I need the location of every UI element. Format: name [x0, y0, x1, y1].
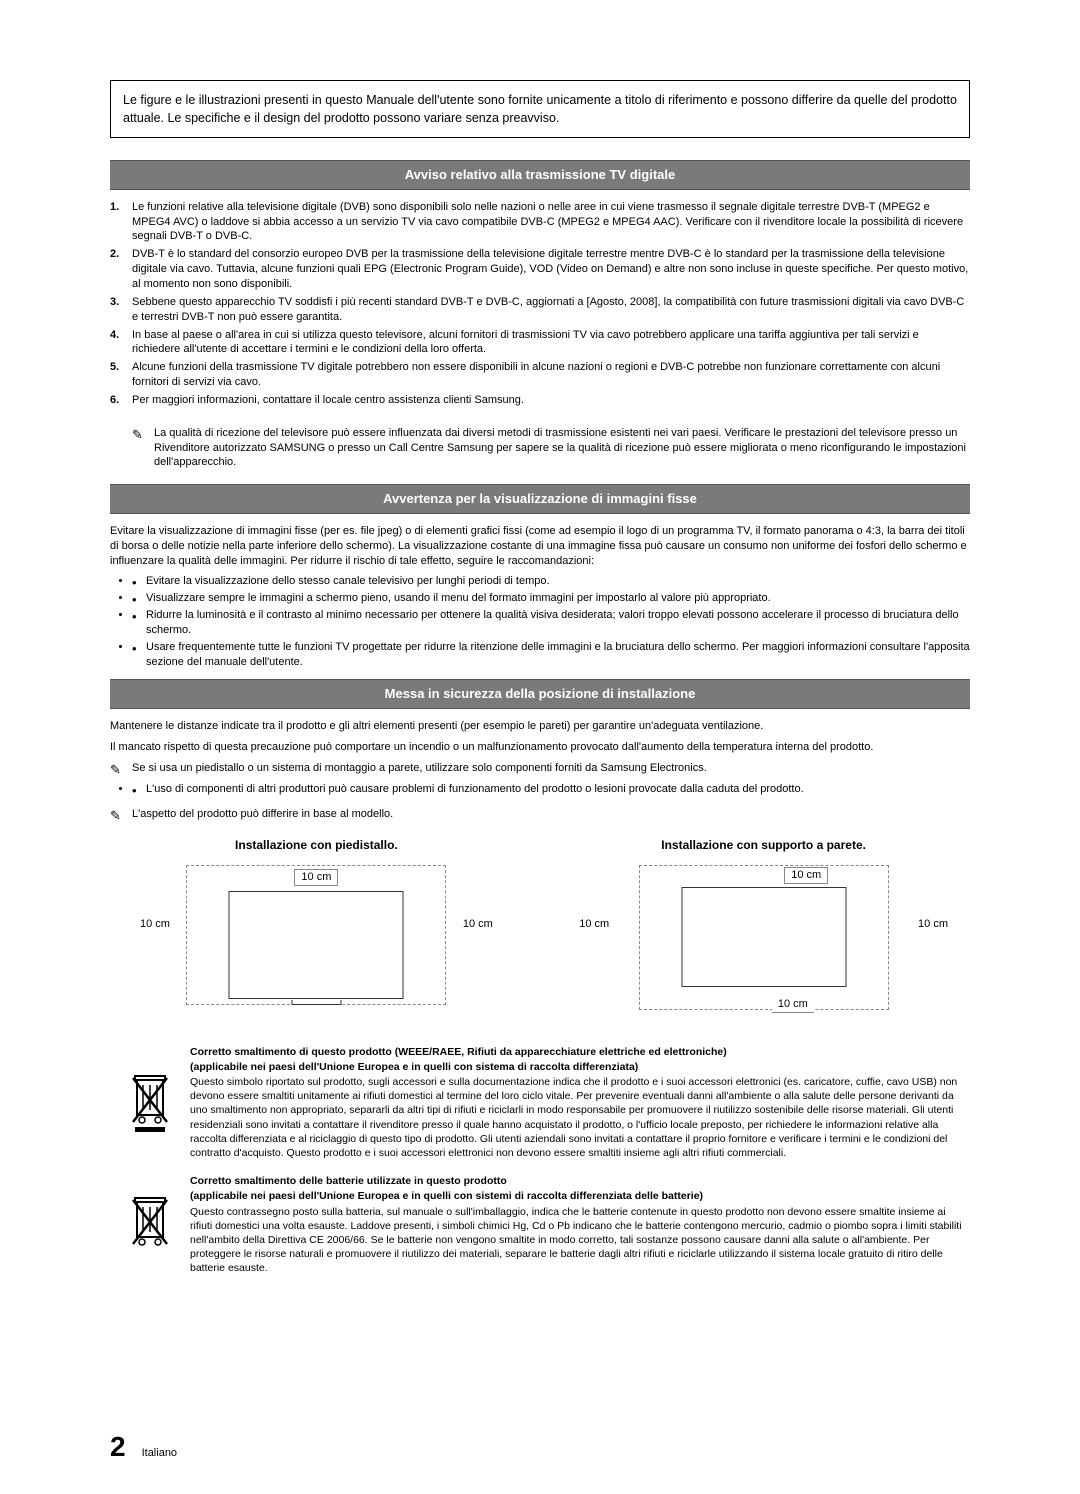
section2-header: Avvertenza per la visualizzazione di imm…	[110, 484, 970, 514]
install-stand-title: Installazione con piedistallo.	[110, 837, 523, 853]
tv-body	[229, 891, 404, 999]
item-num: 6.	[110, 393, 132, 408]
list-item: 2.DVB-T è lo standard del consorzio euro…	[110, 247, 970, 292]
item-text: Alcune funzioni della trasmissione TV di…	[132, 360, 970, 390]
dim-bottom: 10 cm	[772, 997, 814, 1013]
weee-body: Questo simbolo riportato sul prodotto, s…	[190, 1075, 970, 1160]
weee-bin-icon	[110, 1045, 190, 1160]
bullet-item: Visualizzare sempre le immagini a scherm…	[132, 591, 970, 606]
disposal-weee: Corretto smaltimento di questo prodotto …	[110, 1045, 970, 1160]
section3-sub-bullet: L'uso di componenti di altri produttori …	[132, 782, 970, 797]
battery-title1: Corretto smaltimento delle batterie util…	[190, 1174, 970, 1188]
note-text: La qualità di ricezione del televisore p…	[154, 426, 970, 471]
section3-header: Messa in sicurezza della posizione di in…	[110, 679, 970, 709]
installation-diagrams: Installazione con piedistallo. 10 cm 10 …	[110, 837, 970, 1015]
install-stand-column: Installazione con piedistallo. 10 cm 10 …	[110, 837, 523, 1015]
section1-list: 1.Le funzioni relative alla televisione …	[110, 200, 970, 408]
list-item: 5.Alcune funzioni della trasmissione TV …	[110, 360, 970, 390]
tv-body	[681, 887, 846, 987]
list-item: 1.Le funzioni relative alla televisione …	[110, 200, 970, 245]
tv-stand	[291, 1000, 341, 1005]
item-text: In base al paese o all'area in cui si ut…	[132, 328, 970, 358]
page-footer: 2 Italiano	[110, 1428, 177, 1466]
item-text: Per maggiori informazioni, contattare il…	[132, 393, 524, 408]
dim-right: 10 cm	[461, 917, 495, 932]
item-num: 5.	[110, 360, 132, 390]
item-text: Le funzioni relative alla televisione di…	[132, 200, 970, 245]
item-text: DVB-T è lo standard del consorzio europe…	[132, 247, 970, 292]
stand-diagram: 10 cm 10 cm 10 cm	[110, 865, 523, 1015]
list-item: 4.In base al paese o all'area in cui si …	[110, 328, 970, 358]
section3-note2: ✎ L'aspetto del prodotto può differire i…	[110, 807, 970, 825]
dim-left: 10 cm	[138, 917, 172, 932]
note-icon: ✎	[110, 761, 132, 779]
battery-bin-icon	[110, 1174, 190, 1275]
install-wall-column: Installazione con supporto a parete. 10 …	[557, 837, 970, 1015]
bullet-item: Ridurre la luminosità e il contrasto al …	[132, 608, 970, 638]
page-language: Italiano	[142, 1446, 177, 1461]
item-num: 1.	[110, 200, 132, 245]
wall-diagram: 10 cm 10 cm 10 cm 10 cm	[557, 865, 970, 1015]
disposal-battery: Corretto smaltimento delle batterie util…	[110, 1174, 970, 1275]
section1-header: Avviso relativo alla trasmissione TV dig…	[110, 160, 970, 190]
notice-text: Le figure e le illustrazioni presenti in…	[123, 93, 957, 125]
dim-top: 10 cm	[784, 867, 828, 884]
section3-para2: Il mancato rispetto di questa precauzion…	[110, 740, 970, 755]
battery-title2: (applicabile nei paesi dell'Unione Europ…	[190, 1189, 970, 1203]
item-text: Sebbene questo apparecchio TV soddisfi i…	[132, 295, 970, 325]
dim-left: 10 cm	[577, 917, 611, 932]
weee-text: Corretto smaltimento di questo prodotto …	[190, 1045, 970, 1160]
section1-note: ✎ La qualità di ricezione del televisore…	[132, 426, 970, 471]
weee-title2: (applicabile nei paesi dell'Unione Europ…	[190, 1060, 970, 1074]
page-number: 2	[110, 1428, 126, 1466]
battery-text: Corretto smaltimento delle batterie util…	[190, 1174, 970, 1275]
note-icon: ✎	[132, 426, 154, 471]
top-notice-box: Le figure e le illustrazioni presenti in…	[110, 80, 970, 138]
battery-body: Questo contrassegno posto sulla batteria…	[190, 1205, 970, 1276]
weee-title1: Corretto smaltimento di questo prodotto …	[190, 1045, 970, 1059]
section2-bullets: Evitare la visualizzazione dello stesso …	[132, 574, 970, 669]
list-item: 3.Sebbene questo apparecchio TV soddisfi…	[110, 295, 970, 325]
bullet-item: Evitare la visualizzazione dello stesso …	[132, 574, 970, 589]
bullet-item: L'uso di componenti di altri produttori …	[132, 782, 970, 797]
item-num: 3.	[110, 295, 132, 325]
list-item: 6.Per maggiori informazioni, contattare …	[110, 393, 970, 408]
section3-note1: ✎ Se si usa un piedistallo o un sistema …	[110, 761, 970, 779]
dim-top: 10 cm	[294, 869, 338, 886]
dim-right: 10 cm	[916, 917, 950, 932]
bullet-item: Usare frequentemente tutte le funzioni T…	[132, 640, 970, 670]
note-text: Se si usa un piedistallo o un sistema di…	[132, 761, 707, 779]
note-icon: ✎	[110, 807, 132, 825]
section2-intro: Evitare la visualizzazione di immagini f…	[110, 524, 970, 569]
item-num: 4.	[110, 328, 132, 358]
item-num: 2.	[110, 247, 132, 292]
install-wall-title: Installazione con supporto a parete.	[557, 837, 970, 853]
section3-para1: Mantenere le distanze indicate tra il pr…	[110, 719, 970, 734]
note-text: L'aspetto del prodotto può differire in …	[132, 807, 393, 825]
